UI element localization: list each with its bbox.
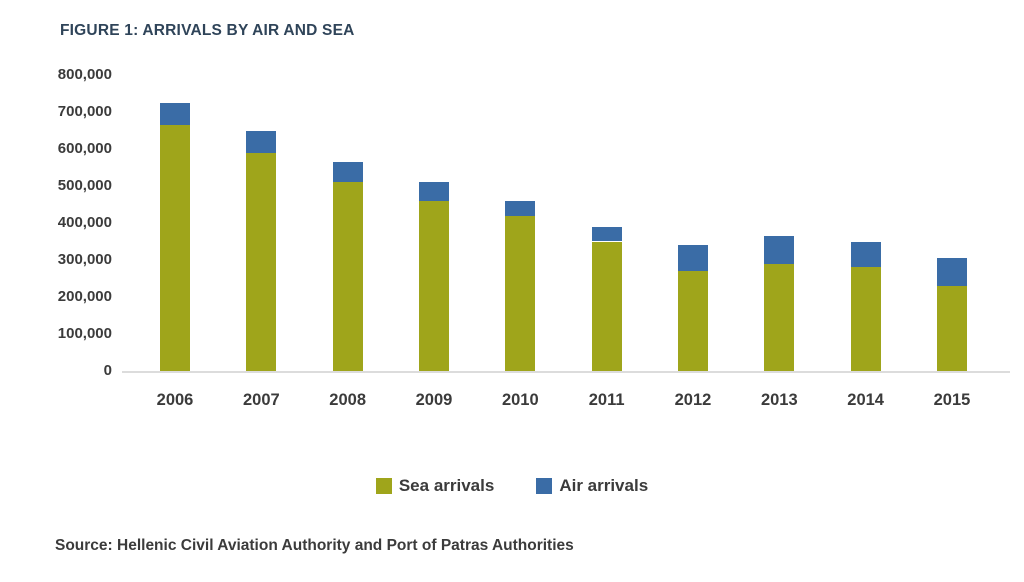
bar-2015-sea-segment xyxy=(936,285,967,371)
bar-2011-sea-segment xyxy=(591,241,622,371)
x-tick-label-2010: 2010 xyxy=(501,391,539,409)
bar-2006-sea-segment xyxy=(160,124,190,371)
bar-2007-sea-segment xyxy=(246,152,277,371)
bar-2012-sea-segment xyxy=(677,271,708,371)
legend-swatch-icon xyxy=(536,478,553,494)
bar-2013-air-segment xyxy=(764,235,795,264)
bar-2014-sea-segment xyxy=(850,267,881,371)
legend-label: Air arrivals xyxy=(559,476,649,495)
x-tick-label-2006: 2006 xyxy=(156,391,194,409)
bar-2011-air-segment xyxy=(591,226,622,242)
source-note: Source: Hellenic Civil Aviation Authorit… xyxy=(55,537,574,554)
y-tick-label: 800,000 xyxy=(57,66,112,83)
chart-plot-area: 0 100,000 200,000 300,000 400,000 500,000 600,… xyxy=(57,66,1010,409)
y-tick-label: 700,000 xyxy=(57,103,112,120)
y-tick-label: 400,000 xyxy=(57,214,112,231)
bar-2012-air-segment xyxy=(677,245,708,272)
bar-2008-air-segment xyxy=(332,161,363,183)
y-tick-label: 100,000 xyxy=(57,325,112,342)
y-tick-label: 300,000 xyxy=(57,251,112,268)
legend-label: Sea arrivals xyxy=(398,476,495,495)
legend-item-sea-arrivals: Sea arrivals xyxy=(375,476,495,496)
x-tick-label-2013: 2013 xyxy=(760,391,798,409)
bar-2014-air-segment xyxy=(850,241,881,268)
x-axis-line xyxy=(122,371,1010,373)
bar-2010-sea-segment xyxy=(505,215,536,371)
y-tick-label: 0 xyxy=(103,362,112,379)
bar-2013-sea-segment xyxy=(764,263,795,371)
y-tick-label: 600,000 xyxy=(57,140,112,157)
legend-item-air-arrivals: Air arrivals xyxy=(536,476,648,496)
x-tick-label-2008: 2008 xyxy=(329,391,367,409)
bar-2015-air-segment xyxy=(936,258,967,286)
bar-2006-air-segment xyxy=(160,102,190,125)
bar-2008-sea-segment xyxy=(332,182,363,371)
bar-2007-air-segment xyxy=(246,130,277,153)
y-tick-label: 500,000 xyxy=(57,177,112,194)
legend-swatch-icon xyxy=(375,478,392,494)
x-tick-label-2009: 2009 xyxy=(415,391,453,409)
x-tick-label-2012: 2012 xyxy=(674,391,712,409)
bar-2009-air-segment xyxy=(418,182,449,201)
figure-title: FIGURE 1: ARRIVALS BY AIR AND SEA xyxy=(60,22,355,39)
x-tick-label-2007: 2007 xyxy=(242,391,280,409)
bar-2010-air-segment xyxy=(505,200,536,216)
y-tick-label: 200,000 xyxy=(57,288,112,305)
x-tick-label-2015: 2015 xyxy=(933,391,971,409)
bar-2009-sea-segment xyxy=(418,200,449,371)
x-tick-label-2014: 2014 xyxy=(847,391,884,409)
x-tick-label-2011: 2011 xyxy=(588,391,625,409)
legend: Sea arrivals Air arrivals xyxy=(0,476,1024,496)
